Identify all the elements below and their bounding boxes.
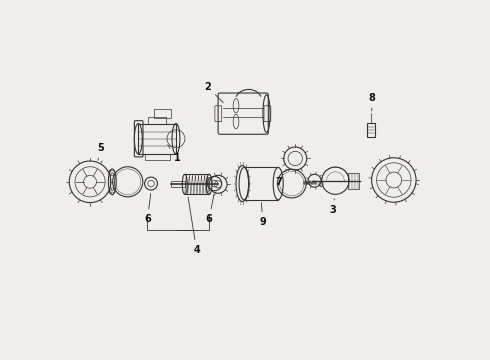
Bar	[138, 123, 176, 154]
Text: 1: 1	[168, 145, 180, 163]
Bar	[153, 109, 172, 118]
Text: 4: 4	[188, 197, 200, 255]
Text: 9: 9	[260, 202, 266, 227]
Bar	[145, 154, 170, 161]
Bar	[148, 117, 166, 123]
Text: 3: 3	[329, 199, 336, 216]
Text: 2: 2	[204, 82, 223, 103]
Text: 6: 6	[206, 194, 214, 224]
Text: 5: 5	[98, 143, 104, 160]
Text: 6: 6	[144, 194, 151, 224]
Bar	[348, 173, 359, 189]
Bar	[367, 123, 375, 137]
Text: 8: 8	[369, 93, 376, 111]
Bar	[172, 181, 185, 187]
Text: 7: 7	[276, 169, 286, 187]
